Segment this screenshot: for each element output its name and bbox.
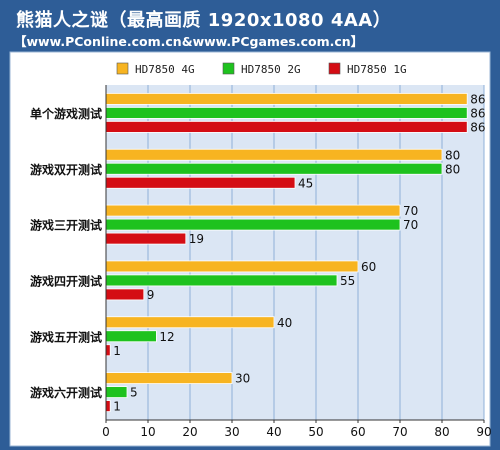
bar-value-label: 1 <box>113 400 121 414</box>
bar <box>105 400 111 412</box>
bar <box>105 204 401 217</box>
bar <box>105 260 359 273</box>
bar-value-label: 5 <box>130 386 138 400</box>
bar <box>105 344 111 357</box>
bar-value-label: 55 <box>340 274 355 288</box>
bar <box>105 274 338 287</box>
category-label: 游戏双开测试 <box>30 162 102 177</box>
bar-value-label: 86 <box>470 120 485 134</box>
x-tick-label: 40 <box>266 425 281 439</box>
category-label: 游戏五开测试 <box>30 329 102 344</box>
bar-value-label: 80 <box>445 162 460 176</box>
bar <box>105 93 468 105</box>
bar <box>105 107 468 119</box>
source-caption: 【www.PConline.com.cn&www.PCgames.com.cn】 <box>14 34 364 49</box>
x-tick-label: 50 <box>308 425 323 439</box>
bar <box>105 330 157 343</box>
bar-value-label: 12 <box>159 330 174 344</box>
bar <box>105 148 443 161</box>
bar <box>105 218 401 231</box>
legend-label-2: HD7850 2G <box>241 63 301 76</box>
bar <box>105 288 145 301</box>
bar <box>105 121 468 133</box>
category-label: 游戏六开测试 <box>30 385 102 400</box>
bar-value-label: 80 <box>445 148 460 162</box>
bar-value-label: 86 <box>470 106 485 120</box>
legend-swatch-3 <box>328 62 341 75</box>
chart-title: 熊猫人之谜（最高画质 1920x1080 4AA） <box>16 10 392 31</box>
category-label: 游戏四开测试 <box>30 273 102 288</box>
bar-value-label: 1 <box>113 344 121 358</box>
legend-swatch-2 <box>222 62 235 75</box>
x-tick-label: 0 <box>102 425 110 439</box>
bar-value-label: 86 <box>470 92 485 106</box>
bar <box>105 232 187 245</box>
x-tick-label: 80 <box>434 425 449 439</box>
bar-value-label: 9 <box>147 288 155 302</box>
x-tick-label: 20 <box>182 425 197 439</box>
legend-label-1: HD7850 4G <box>135 63 195 76</box>
x-tick-label: 60 <box>350 425 365 439</box>
x-tick-label: 90 <box>476 425 491 439</box>
x-tick-label: 30 <box>224 425 239 439</box>
bar-value-label: 30 <box>235 372 250 386</box>
bar <box>105 162 443 175</box>
bar-value-label: 40 <box>277 316 292 330</box>
bar <box>105 316 275 329</box>
bar <box>105 176 296 189</box>
category-label: 单个游戏测试 <box>30 106 102 121</box>
plot-area <box>106 85 484 420</box>
x-tick-label: 10 <box>140 425 155 439</box>
bar <box>105 372 233 384</box>
bar-value-label: 60 <box>361 260 376 274</box>
category-label: 游戏三开测试 <box>30 218 102 233</box>
bar <box>105 386 128 398</box>
legend-label-3: HD7850 1G <box>347 63 407 76</box>
legend-swatch-1 <box>116 62 129 75</box>
bar-value-label: 70 <box>403 218 418 232</box>
x-tick-label: 70 <box>392 425 407 439</box>
bar-value-label: 19 <box>189 232 204 246</box>
bar-value-label: 70 <box>403 204 418 218</box>
bar-value-label: 45 <box>298 176 313 190</box>
